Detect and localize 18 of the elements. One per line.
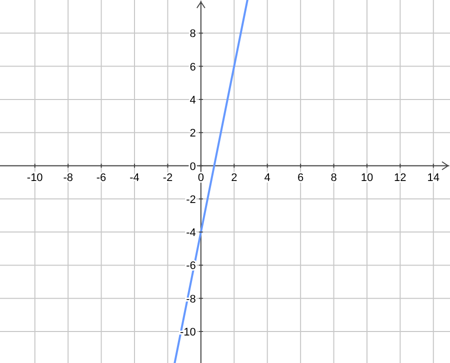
- y-tick-label: 6: [190, 61, 196, 74]
- x-tick-label: 6: [297, 172, 304, 184]
- y-tick-label: 4: [190, 94, 196, 106]
- y-tick-label: 8: [190, 28, 196, 40]
- x-tick-label: -2: [162, 172, 173, 184]
- y-tick-label: -2: [186, 194, 196, 206]
- x-tick-label: 8: [330, 172, 337, 184]
- x-tick-label: 2: [231, 172, 238, 184]
- y-tick-label: -4: [186, 227, 196, 240]
- x-tick-label: 4: [264, 172, 270, 184]
- y-tick-label: 2: [190, 128, 196, 140]
- x-tick-label: -10: [26, 172, 43, 184]
- x-tick-label: 14: [427, 172, 440, 184]
- x-tick-label: 12: [394, 172, 406, 184]
- x-tick-label: -6: [96, 172, 106, 184]
- x-tick-label: 10: [360, 172, 374, 184]
- x-tick-label: -4: [130, 172, 140, 184]
- x-tick-label: -8: [63, 172, 73, 184]
